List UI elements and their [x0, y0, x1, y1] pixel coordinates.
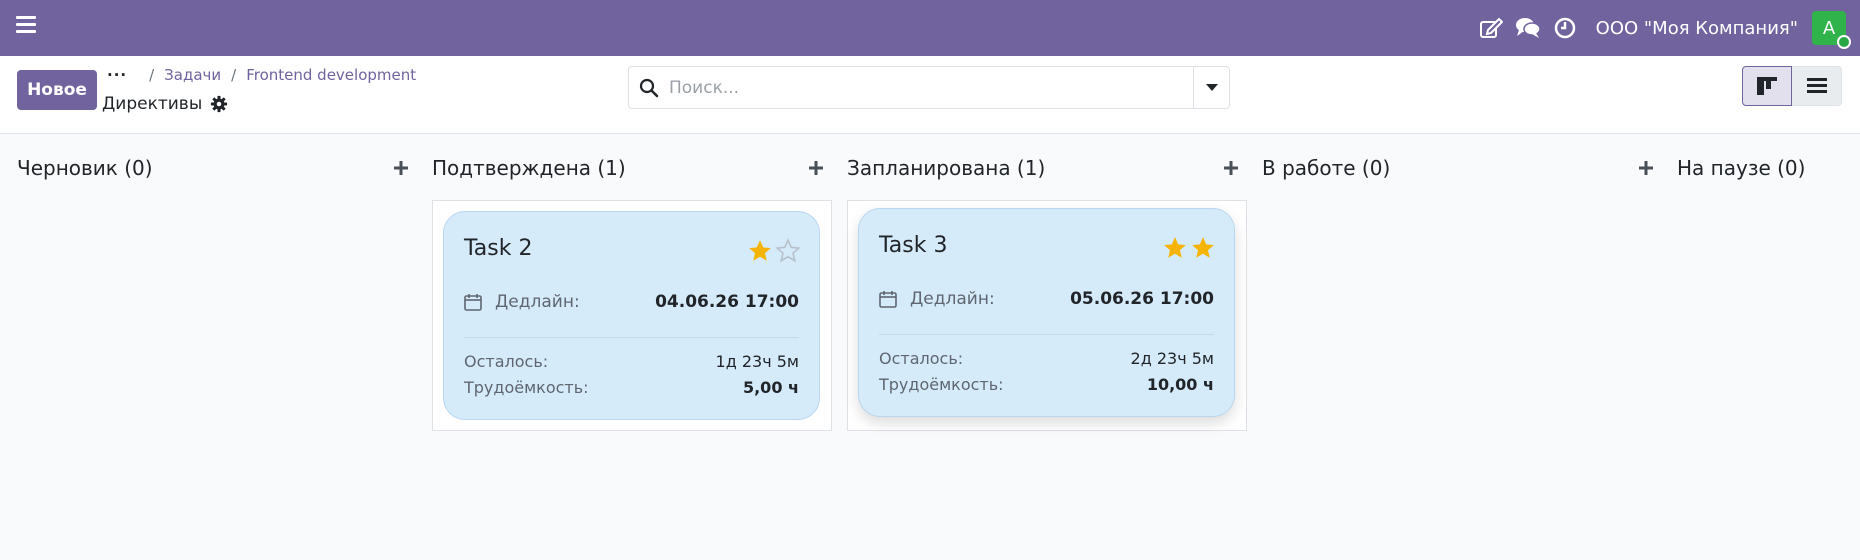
- plus-icon[interactable]: [1219, 156, 1243, 180]
- menu-toggle-icon[interactable]: [16, 16, 36, 36]
- star-filled-icon[interactable]: [1162, 235, 1188, 261]
- card-title: Task 3: [879, 233, 948, 258]
- breadcrumb-item-project[interactable]: Frontend development: [246, 66, 417, 84]
- search-bar: [628, 66, 1230, 109]
- column-header: Запланирована (1): [847, 135, 1247, 200]
- company-switcher[interactable]: ООО "Моя Компания": [1595, 17, 1798, 39]
- column-header: Подтверждена (1): [432, 135, 832, 200]
- remaining-label: Осталось:: [879, 349, 964, 368]
- deadline-row: Дедлайн: 04.06.26 17:00: [464, 292, 799, 312]
- column-header: Черновик (0): [17, 135, 417, 200]
- kanban-icon: [1757, 77, 1777, 95]
- remaining-row: Осталось: 1д 23ч 5м: [464, 352, 799, 371]
- breadcrumb-separator: /: [149, 66, 155, 84]
- card-divider: [879, 334, 1214, 335]
- kanban-column-paused: На паузе (0): [1677, 135, 1857, 200]
- online-status-dot: [1837, 35, 1851, 49]
- page-title: Директивы: [102, 94, 228, 114]
- deadline-label: Дедлайн:: [879, 289, 995, 309]
- column-header: На паузе (0): [1677, 135, 1857, 200]
- kanban-column-planned: Запланирована (1) Task 3 Дедлайн: 05.06.…: [847, 135, 1247, 431]
- avatar-letter: A: [1822, 17, 1836, 39]
- user-avatar[interactable]: A: [1812, 11, 1851, 49]
- card-title: Task 2: [464, 236, 533, 261]
- kanban-board: Черновик (0) Подтверждена (1) Task 2 Дед…: [0, 135, 1860, 560]
- kanban-column-confirmed: Подтверждена (1) Task 2 Дедлайн: 04.06.2…: [432, 135, 832, 431]
- effort-label: Трудоёмкость:: [464, 378, 589, 397]
- edit-icon[interactable]: [1476, 13, 1506, 43]
- column-header: В работе (0): [1262, 135, 1662, 200]
- clock-icon[interactable]: [1550, 13, 1580, 43]
- chat-icon[interactable]: [1513, 13, 1543, 43]
- caret-down-icon: [1205, 83, 1218, 91]
- column-body: Task 2 Дедлайн: 04.06.26 17:00 Осталось:…: [432, 200, 832, 431]
- effort-value: 5,00 ч: [742, 378, 799, 397]
- deadline-value: 04.06.26 17:00: [655, 292, 799, 312]
- breadcrumb-more-button[interactable]: ···: [107, 66, 128, 84]
- effort-value: 10,00 ч: [1146, 375, 1214, 394]
- column-body: Task 3 Дедлайн: 05.06.26 17:00 Осталось:…: [847, 200, 1247, 431]
- effort-label: Трудоёмкость:: [879, 375, 1004, 394]
- star-filled-icon[interactable]: [1190, 235, 1216, 261]
- column-title: В работе (0): [1262, 155, 1391, 180]
- view-switcher: [1742, 66, 1842, 106]
- deadline-label: Дедлайн:: [464, 292, 580, 312]
- plus-icon[interactable]: [804, 156, 828, 180]
- remaining-value: 1д 23ч 5м: [715, 352, 799, 371]
- breadcrumb-item-tasks[interactable]: Задачи: [164, 66, 222, 84]
- plus-icon[interactable]: [1634, 156, 1658, 180]
- plus-icon[interactable]: [389, 156, 413, 180]
- deadline-label-text: Дедлайн:: [910, 289, 995, 309]
- page-title-text: Директивы: [102, 94, 203, 114]
- star-filled-icon[interactable]: [747, 238, 773, 264]
- breadcrumb-separator: /: [231, 66, 237, 84]
- effort-row: Трудоёмкость: 10,00 ч: [879, 375, 1214, 394]
- search-input[interactable]: [669, 67, 1193, 108]
- card-divider: [464, 337, 799, 338]
- deadline-label-text: Дедлайн:: [495, 292, 580, 312]
- search-options-toggle[interactable]: [1193, 67, 1229, 108]
- deadline-value: 05.06.26 17:00: [1070, 289, 1214, 309]
- star-empty-icon[interactable]: [775, 238, 801, 264]
- navbar-right: ООО "Моя Компания" A: [1469, 0, 1860, 56]
- control-panel: Новое ··· / Задачи / Frontend developmen…: [0, 56, 1860, 134]
- calendar-icon: [464, 294, 482, 311]
- deadline-row: Дедлайн: 05.06.26 17:00: [879, 289, 1214, 309]
- kanban-card[interactable]: Task 3 Дедлайн: 05.06.26 17:00 Осталось:…: [858, 208, 1235, 417]
- top-navbar: ООО "Моя Компания" A: [0, 0, 1860, 56]
- column-title: На паузе (0): [1677, 155, 1806, 180]
- remaining-row: Осталось: 2д 23ч 5м: [879, 349, 1214, 368]
- remaining-label: Осталось:: [464, 352, 549, 371]
- column-title: Запланирована (1): [847, 155, 1046, 180]
- column-title: Подтверждена (1): [432, 155, 626, 180]
- remaining-value: 2д 23ч 5м: [1130, 349, 1214, 368]
- breadcrumb: ··· / Задачи / Frontend development: [107, 66, 416, 84]
- priority-stars: [745, 238, 801, 264]
- new-button[interactable]: Новое: [17, 70, 97, 110]
- calendar-icon: [879, 291, 897, 308]
- search-icon: [629, 78, 669, 98]
- gear-icon[interactable]: [210, 95, 228, 113]
- kanban-view-button[interactable]: [1742, 66, 1792, 106]
- priority-stars: [1160, 235, 1216, 261]
- kanban-column-draft: Черновик (0): [17, 135, 417, 200]
- column-title: Черновик (0): [17, 155, 153, 180]
- effort-row: Трудоёмкость: 5,00 ч: [464, 378, 799, 397]
- kanban-card[interactable]: Task 2 Дедлайн: 04.06.26 17:00 Осталось:…: [443, 211, 820, 420]
- list-view-button[interactable]: [1792, 66, 1842, 106]
- kanban-column-in-progress: В работе (0): [1262, 135, 1662, 200]
- list-icon: [1806, 78, 1827, 93]
